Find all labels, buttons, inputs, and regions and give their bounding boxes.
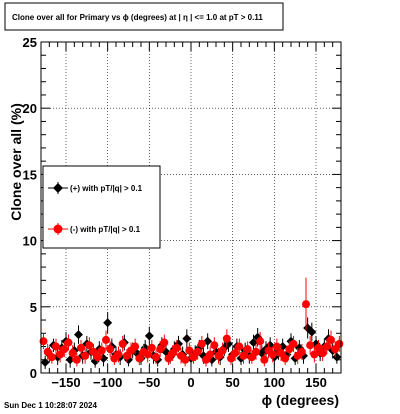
tick-labels: −150 −100 −50 0 50 100 150 0 5 10 15 20 25 — [23, 35, 327, 390]
data-point — [185, 346, 194, 355]
y-tick-label: 0 — [30, 366, 37, 381]
data-point — [118, 339, 127, 348]
data-point — [289, 339, 298, 348]
data-point — [152, 353, 160, 362]
data-point — [135, 354, 144, 363]
data-point — [327, 335, 335, 344]
data-point — [74, 330, 83, 340]
footer-timestamp: Sun Dec 1 10:28:07 2024 — [4, 401, 97, 410]
data-point — [302, 300, 310, 309]
legend-marker-positive — [53, 183, 63, 193]
x-axis-title: ϕ (degrees) — [262, 392, 339, 408]
data-point — [231, 349, 240, 358]
data-point — [268, 350, 277, 359]
data-point — [222, 334, 231, 343]
y-tick-label: 15 — [23, 167, 37, 182]
data-point — [144, 331, 154, 341]
title-box: Clone over all for Primary vs ϕ (degrees… — [4, 2, 284, 31]
data-point — [318, 349, 327, 358]
data-point — [306, 341, 315, 350]
x-tick-label: 150 — [305, 375, 327, 390]
data-point — [193, 347, 202, 356]
data-point — [307, 327, 317, 337]
y-axis-title: Clone over all (%) — [8, 103, 24, 220]
data-point — [47, 353, 56, 362]
legend-frame — [42, 165, 161, 249]
y-tick-label: 10 — [23, 234, 37, 249]
series-negative — [39, 277, 344, 367]
series-layer — [39, 277, 344, 370]
data-point — [102, 335, 110, 344]
plot-frame — [40, 41, 342, 374]
data-point — [85, 341, 94, 350]
legend-entry-negative: (-) with pT/|q| > 0.1 — [48, 223, 141, 235]
data-point — [278, 342, 288, 352]
data-point — [235, 342, 244, 351]
data-point — [81, 351, 90, 360]
title-box-frame — [4, 2, 284, 31]
y-tick-label: 5 — [30, 300, 37, 315]
data-point — [60, 345, 69, 354]
data-point — [181, 355, 190, 364]
data-point — [106, 345, 115, 354]
plot-area — [39, 41, 344, 374]
data-point — [297, 347, 306, 356]
data-point — [93, 353, 102, 362]
data-point — [218, 346, 227, 355]
legend: (+) with pT/|q| > 0.1 (-) with pT/|q| > … — [42, 165, 161, 249]
data-point — [239, 351, 248, 360]
data-point — [52, 342, 60, 351]
legend-label-positive: (+) with pT/|q| > 0.1 — [70, 184, 143, 193]
data-point — [243, 345, 252, 354]
legend-marker-negative — [53, 224, 63, 234]
data-point — [131, 342, 140, 351]
chart-title: Clone over all for Primary vs ϕ (degrees… — [12, 13, 263, 22]
data-point — [252, 347, 260, 356]
data-point — [40, 357, 50, 367]
data-point — [64, 338, 73, 347]
x-tick-label: 0 — [187, 375, 194, 390]
data-point — [260, 355, 269, 364]
x-tick-label: 50 — [225, 375, 239, 390]
data-point — [147, 343, 156, 352]
data-point — [256, 337, 265, 346]
legend-label-negative: (-) with pT/|q| > 0.1 — [70, 225, 141, 234]
data-point — [281, 354, 290, 363]
x-tick-label: 100 — [263, 375, 285, 390]
data-point — [210, 341, 219, 350]
data-point — [172, 343, 181, 352]
data-point — [103, 318, 113, 328]
data-point — [272, 342, 281, 351]
data-point — [182, 334, 192, 344]
data-point — [335, 339, 344, 348]
data-point — [160, 338, 169, 347]
x-tick-label: −50 — [138, 375, 160, 390]
data-point — [332, 352, 342, 362]
data-point — [77, 343, 85, 352]
data-point — [97, 346, 106, 355]
data-point — [68, 349, 77, 358]
data-point — [72, 355, 81, 364]
x-tick-label: −100 — [93, 375, 122, 390]
data-point — [114, 350, 123, 359]
data-point — [322, 342, 331, 351]
legend-entry-positive: (+) with pT/|q| > 0.1 — [48, 182, 143, 194]
x-tick-label: −150 — [51, 375, 80, 390]
y-tick-label: 25 — [23, 35, 37, 50]
data-point — [206, 350, 215, 359]
data-point — [310, 350, 319, 359]
data-point — [156, 345, 165, 354]
data-point — [197, 339, 206, 348]
data-point — [143, 350, 152, 359]
y-tick-label: 20 — [23, 101, 37, 116]
